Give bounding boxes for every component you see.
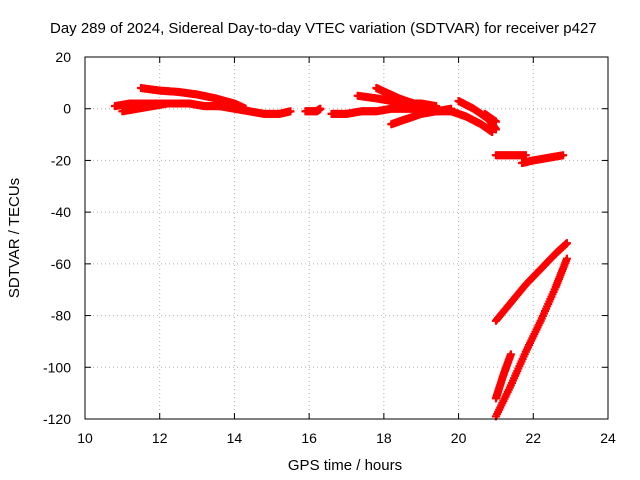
tick-labels: 10 12 14 16 18 20 22 24 20 0 -20 -40 -60 -80 -100 -120 xyxy=(43,49,616,446)
y-tick-label: -80 xyxy=(51,308,71,324)
series-track-2 xyxy=(137,84,250,113)
y-tick-label: -100 xyxy=(43,359,71,375)
x-tick-label: 10 xyxy=(77,430,93,446)
series-track-12 xyxy=(518,151,568,168)
series-track-10 xyxy=(480,109,500,126)
data-tracks xyxy=(110,84,571,421)
y-axis-title: SDTVAR / TECUs xyxy=(6,178,23,298)
x-tick-label: 20 xyxy=(451,430,467,446)
series-track-4 xyxy=(301,104,325,116)
data-point xyxy=(316,104,325,113)
data-point xyxy=(562,239,571,248)
y-tick-label: -60 xyxy=(51,256,71,272)
series-track-15 xyxy=(491,254,571,421)
data-point xyxy=(562,254,571,263)
grid-lines xyxy=(85,57,608,419)
data-point xyxy=(559,151,568,160)
data-point xyxy=(506,350,515,359)
y-tick-label: 20 xyxy=(55,49,71,65)
chart-title: Day 289 of 2024, Sidereal Day-to-day VTE… xyxy=(50,20,597,37)
data-point xyxy=(491,125,500,134)
x-tick-label: 24 xyxy=(600,430,616,446)
data-point xyxy=(491,117,500,126)
data-point xyxy=(163,99,172,108)
y-tick-label: -20 xyxy=(51,152,71,168)
series-track-5 xyxy=(327,104,497,136)
data-point xyxy=(447,104,456,113)
axis-ticks xyxy=(84,56,609,420)
x-tick-label: 16 xyxy=(301,430,317,446)
x-tick-label: 22 xyxy=(525,430,541,446)
data-point xyxy=(286,107,295,116)
series-track-13 xyxy=(491,239,571,325)
x-tick-label: 14 xyxy=(227,430,243,446)
series-track-7 xyxy=(372,84,433,111)
y-tick-label: -40 xyxy=(51,204,71,220)
x-tick-label: 18 xyxy=(376,430,392,446)
series-track-11 xyxy=(491,151,530,160)
series-track-3 xyxy=(118,99,172,116)
y-tick-label: -120 xyxy=(43,411,71,427)
x-tick-label: 12 xyxy=(152,430,168,446)
series-track-14 xyxy=(491,350,515,403)
y-tick-label: 0 xyxy=(63,101,71,117)
series-track-8 xyxy=(387,104,456,129)
plot-frame xyxy=(84,56,609,420)
x-axis-title: GPS time / hours xyxy=(288,457,402,474)
data-point xyxy=(241,104,250,113)
